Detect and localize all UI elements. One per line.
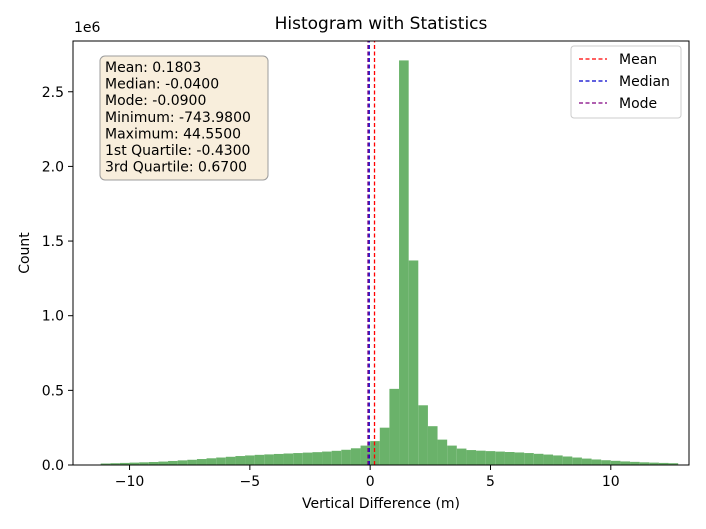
y-axis-label: Count [17, 232, 33, 274]
histogram-bar [485, 451, 496, 465]
histogram-bar [264, 454, 274, 465]
y-tick-label: 2.0 [42, 159, 64, 175]
histogram-bar [119, 462, 130, 465]
y-multiplier-label: 1e6 [74, 20, 101, 36]
statistics-line: Maximum: 44.5500 [105, 126, 241, 142]
histogram-bar [456, 448, 467, 465]
histogram-bar [591, 459, 602, 465]
y-tick-label: 2.5 [42, 85, 64, 101]
histogram-bar [408, 260, 419, 465]
histogram-bar [196, 459, 207, 465]
histogram-bar [235, 456, 246, 465]
x-tick-label: 5 [486, 474, 495, 490]
histogram-bar [341, 449, 351, 465]
histogram-bar [331, 450, 342, 465]
histogram-bar [350, 448, 361, 465]
y-tick-label: 1.5 [42, 234, 64, 250]
histogram-bar [293, 453, 303, 465]
x-tick-label: 0 [366, 474, 375, 490]
histogram-bar [620, 461, 631, 465]
statistics-line: Median: -0.0400 [105, 77, 219, 93]
histogram-bar [418, 405, 428, 465]
histogram-bar [572, 457, 582, 465]
histogram-bar [630, 461, 640, 465]
statistics-line: Mean: 0.1803 [105, 60, 201, 76]
histogram-bar [514, 452, 525, 465]
histogram-bar [504, 452, 515, 465]
histogram-bar [302, 452, 313, 465]
histogram-bar [524, 453, 534, 465]
histogram-bar [389, 388, 400, 465]
x-axis-ticks: −10 −5 0 5 10 [115, 465, 620, 490]
histogram-bar [533, 453, 544, 465]
histogram-bar [399, 60, 409, 466]
histogram-bar [553, 455, 563, 465]
histogram-bar [370, 441, 380, 465]
histogram-bar [447, 445, 457, 465]
histogram-bar [206, 458, 217, 465]
histogram-bar [562, 456, 573, 465]
histogram-bar [379, 427, 390, 465]
legend-label: Mean [619, 52, 657, 68]
histogram-bar [283, 453, 294, 465]
histogram-bar [649, 462, 659, 465]
histogram-bar [658, 462, 669, 465]
statistics-line: Mode: -0.0900 [105, 93, 206, 109]
histogram-bar [476, 450, 486, 465]
legend-label: Median [619, 74, 670, 90]
histogram-bar [129, 462, 140, 465]
histogram-bar [177, 460, 188, 465]
reference-lines [367, 41, 376, 465]
x-axis-label: Vertical Difference (m) [302, 496, 460, 512]
histogram-bar [139, 462, 149, 465]
histogram-bar [225, 456, 236, 465]
statistics-box-background [99, 55, 269, 181]
histogram-bar [312, 452, 323, 465]
legend: Mean Median Mode [570, 45, 682, 119]
x-tick-label: −10 [115, 474, 145, 490]
histogram-bar [495, 451, 505, 465]
histogram-bar [427, 426, 438, 465]
histogram-bar [322, 451, 332, 465]
histogram-bar [610, 460, 621, 465]
y-tick-label: 1.0 [42, 309, 64, 325]
histogram-bar [158, 461, 169, 465]
histogram-bar [543, 454, 554, 465]
chart-title: Histogram with Statistics [275, 14, 488, 34]
histogram-bar [466, 450, 477, 465]
y-tick-label: 0.0 [42, 458, 64, 474]
y-tick-label: 0.5 [42, 383, 64, 399]
legend-frame [570, 45, 682, 119]
x-tick-label: −5 [240, 474, 261, 490]
x-tick-label: 10 [602, 474, 620, 490]
histogram-bar [581, 458, 592, 465]
histogram-bar [360, 445, 371, 465]
histogram-bar [110, 463, 120, 465]
y-axis-ticks: 0.0 0.5 1.0 1.5 2.0 2.5 [42, 85, 73, 474]
statistics-line: Minimum: -743.9800 [105, 110, 251, 126]
histogram-bar [100, 463, 111, 465]
histogram-bars [100, 60, 679, 466]
histogram-bar [216, 457, 226, 465]
legend-label: Mode [619, 96, 657, 112]
histogram-bar [254, 454, 265, 465]
histogram-bar [273, 453, 284, 465]
histogram-bar [168, 460, 178, 465]
histogram-bar [187, 459, 197, 465]
histogram-bar [601, 460, 611, 465]
statistics-line: 3rd Quartile: 0.6700 [105, 160, 247, 176]
statistics-line: 1st Quartile: -0.4300 [105, 143, 250, 159]
histogram-bar [668, 463, 679, 465]
histogram-bar [245, 455, 255, 465]
axes-frame [72, 40, 690, 466]
histogram-bar [437, 439, 448, 465]
histogram-bar [148, 462, 159, 465]
histogram-bar [639, 462, 650, 465]
